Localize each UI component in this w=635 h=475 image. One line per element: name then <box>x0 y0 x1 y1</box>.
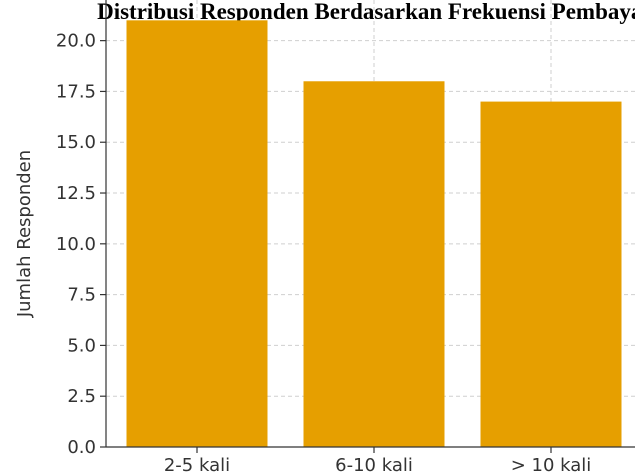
y-tick-label: 17.5 <box>56 81 96 102</box>
x-tick-label: > 10 kali <box>511 455 592 475</box>
x-tick-label: 6-10 kali <box>335 455 413 475</box>
x-tick-label: 2-5 kali <box>164 455 230 475</box>
y-tick-label: 20.0 <box>56 31 96 52</box>
bars <box>126 20 622 448</box>
y-tick-label: 10.0 <box>56 234 96 255</box>
y-axis-label: Jumlah Responden <box>14 150 35 318</box>
chart-title: Distribusi Responden Berdasarkan Frekuen… <box>97 0 635 24</box>
bar-2 <box>303 81 445 447</box>
bar-3 <box>480 101 622 447</box>
x-tick-labels: 2-5 kali 6-10 kali > 10 kali <box>164 447 591 475</box>
y-tick-label: 5.0 <box>67 335 96 356</box>
bar-1 <box>126 20 268 448</box>
y-tick-label: 2.5 <box>67 386 96 407</box>
axes <box>105 0 635 448</box>
y-tick-label: 12.5 <box>56 183 96 204</box>
y-tick-label: 0.0 <box>67 437 96 458</box>
y-tick-label: 7.5 <box>67 285 96 306</box>
y-tick-label: 15.0 <box>56 132 96 153</box>
y-tick-labels: 0.0 2.5 5.0 7.5 10.0 12.5 15.0 17.5 20.0 <box>56 31 106 458</box>
